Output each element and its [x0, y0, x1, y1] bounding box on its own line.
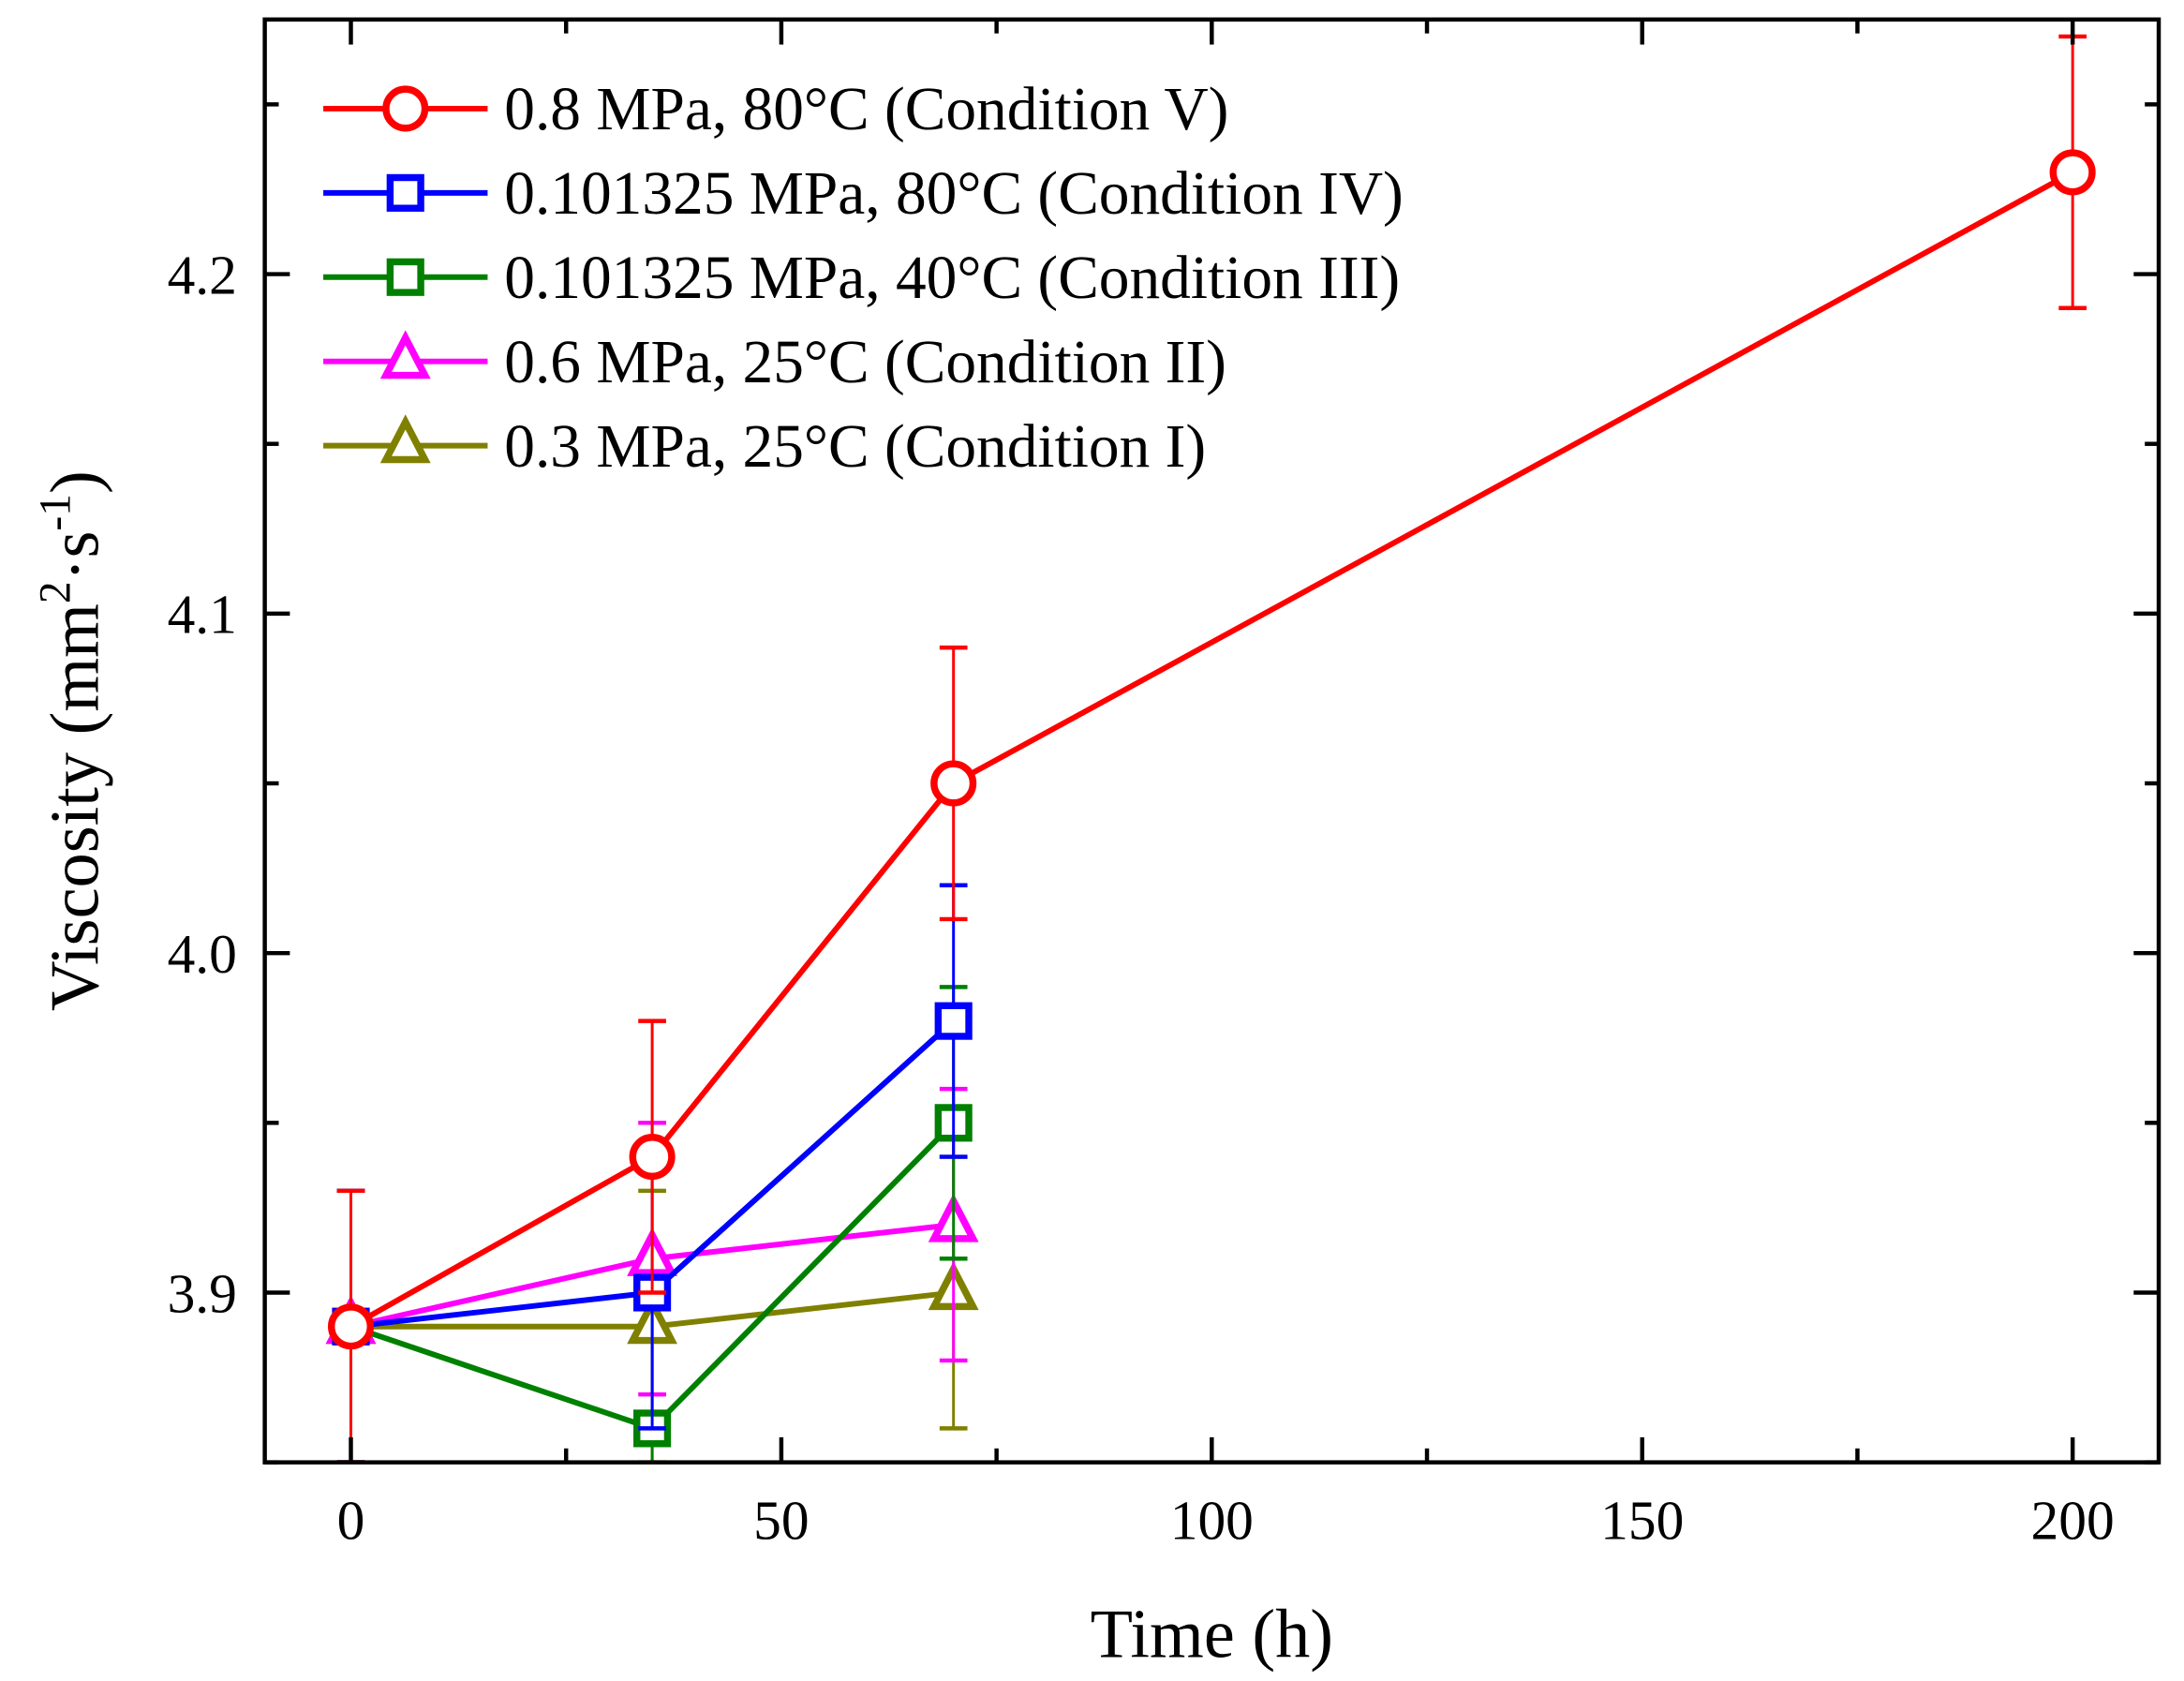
- y-tick-label: 4.2: [168, 244, 237, 305]
- legend-marker: [386, 173, 424, 212]
- data-point: [930, 760, 977, 807]
- data-point: [934, 1002, 973, 1040]
- plot-area: [325, 34, 2096, 1463]
- legend-label: 0.3 MPa, 25°C (Condition I): [504, 413, 1206, 481]
- x-tick-label: 150: [1600, 1489, 1684, 1551]
- x-tick-label: 200: [2031, 1489, 2115, 1551]
- x-tick-label: 100: [1170, 1489, 1254, 1551]
- series-1: [327, 34, 2096, 1463]
- series-line: [349, 170, 2074, 1330]
- data-point: [629, 1134, 676, 1181]
- legend-marker: [386, 258, 424, 296]
- plot-frame: [262, 17, 2162, 1465]
- y-tick-label: 4.1: [168, 584, 237, 646]
- legend-item: 0.101325 MPa, 80°C (Condition IV): [323, 160, 1404, 228]
- y-tick-label: 3.9: [168, 1262, 237, 1324]
- x-axis-label: Time (h): [1091, 1597, 1333, 1674]
- legend-item: 0.8 MPa, 80°C (Condition V): [323, 76, 1228, 143]
- x-tick-label: 50: [753, 1489, 809, 1551]
- data-point: [2049, 149, 2096, 196]
- axis-ticks: 0 50 100 150 200 3.9 4.0 4.1 4.2: [168, 19, 2160, 1551]
- legend-label: 0.101325 MPa, 80°C (Condition IV): [504, 160, 1404, 228]
- legend-label: 0.101325 MPa, 40°C (Condition III): [504, 245, 1400, 312]
- legend-label: 0.6 MPa, 25°C (Condition II): [504, 329, 1226, 396]
- legend: 0.8 MPa, 80°C (Condition V) 0.101325 MPa,…: [323, 76, 1404, 481]
- y-tick-label: 4.0: [168, 923, 237, 985]
- legend-item: 0.6 MPa, 25°C (Condition II): [323, 329, 1226, 396]
- legend-item: 0.3 MPa, 25°C (Condition I): [323, 413, 1206, 481]
- legend-marker: [379, 414, 431, 464]
- legend-item: 0.101325 MPa, 40°C (Condition III): [323, 245, 1400, 312]
- y-axis-label: Viscosity (mm2·s-1): [32, 470, 114, 1011]
- data-point: [327, 1303, 375, 1350]
- legend-marker: [382, 85, 429, 132]
- legend-marker: [379, 330, 431, 379]
- legend-label: 0.8 MPa, 80°C (Condition V): [504, 76, 1228, 143]
- x-tick-label: 0: [337, 1489, 365, 1551]
